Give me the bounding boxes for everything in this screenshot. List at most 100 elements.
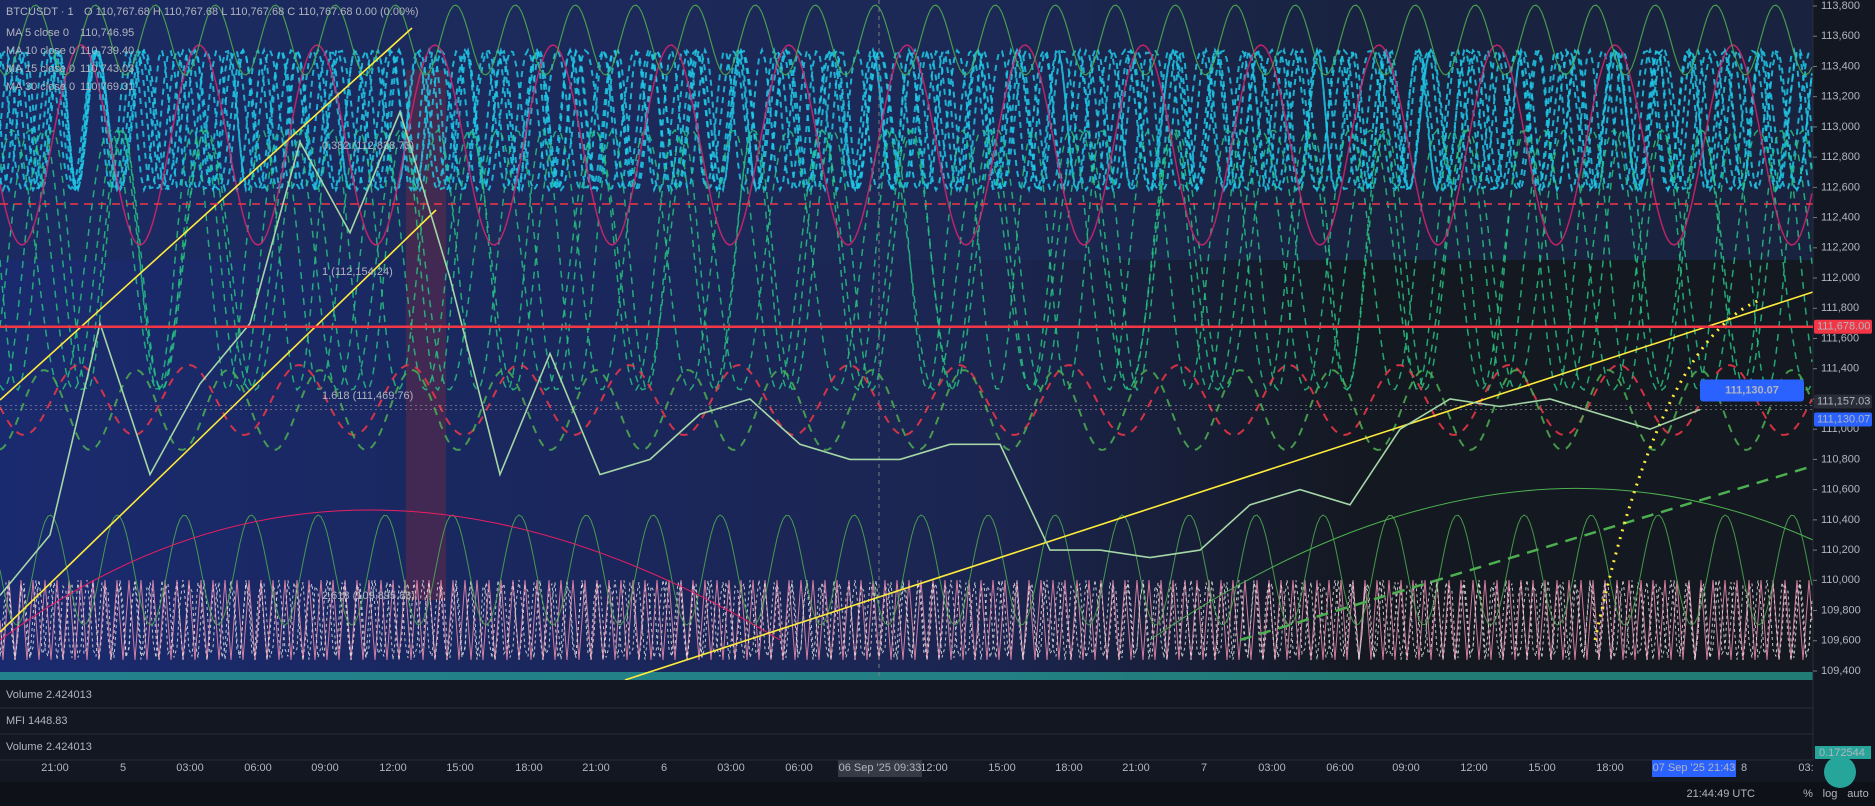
percent-toggle[interactable]: %: [1803, 788, 1813, 800]
volume-strip: [0, 672, 1813, 680]
channel-line: [0, 27, 413, 401]
time-tick-label: 18:00: [1596, 762, 1624, 774]
price-tick-label: 113,800: [1821, 0, 1860, 12]
time-tick-label: 06:00: [1326, 762, 1354, 774]
osc-bottom: [0, 579, 1813, 661]
price-tick-label: 109,600: [1821, 635, 1861, 647]
time-tick-label: 8: [1741, 762, 1747, 774]
fib-label: 1 (112,154.24): [322, 266, 393, 278]
clock: 21:44:49 UTC: [1687, 788, 1756, 800]
price-tick-label: 110,800: [1821, 453, 1860, 465]
fib-label: 1.618 (111,469.76): [322, 390, 413, 402]
arc: [0, 509, 781, 641]
osc-dash: [0, 128, 1813, 392]
pane-value: 48.83: [40, 715, 68, 727]
arc: [1149, 487, 1814, 641]
time-tick-label: 03:00: [176, 762, 204, 774]
log-toggle[interactable]: log: [1823, 788, 1838, 800]
osc-green: [0, 4, 1813, 76]
osc-green2: [0, 368, 1813, 452]
indicator-value: 110,769.31: [80, 81, 134, 93]
price-tick-label: 112,000: [1821, 272, 1860, 284]
last-time: 07 Sep '25 21:43: [1653, 762, 1736, 774]
pane-value: 2.424013: [46, 689, 92, 701]
price-tick-label: 111,600: [1821, 332, 1859, 344]
last-price-tag: [1700, 379, 1804, 402]
osc-magenta: [0, 44, 1813, 246]
time-tick-label: 09:00: [311, 762, 339, 774]
last-price-tag-label: 111,130.07: [1725, 384, 1779, 396]
time-tick-label: 18:00: [1055, 762, 1083, 774]
indicator-name: MA 5 close 0: [6, 27, 69, 39]
time-tick-label: 12:00: [920, 762, 948, 774]
time-tick-label: 06:00: [244, 762, 272, 774]
price-tick-label: 110,200: [1821, 544, 1860, 556]
price-badge-label: 111,130.07: [1817, 413, 1870, 425]
price-tick-label: 112,400: [1821, 211, 1860, 223]
time-tick-label: 06:00: [785, 762, 813, 774]
ohlc: O 110,767.68 H 110,767.68 L 110,767.68 C…: [84, 6, 419, 18]
indicator-name: MA 30 close 0: [6, 81, 75, 93]
channel-line: [0, 209, 437, 633]
time-tick-label: 03:00: [717, 762, 745, 774]
price-axis: [1813, 0, 1875, 760]
time-axis: [0, 760, 1875, 782]
price-tick-label: 110,400: [1821, 514, 1860, 526]
price-tick-label: 112,600: [1821, 181, 1860, 193]
price-badge-label: 111,157.03: [1817, 395, 1870, 407]
trend-line: [624, 291, 1814, 681]
legend: BTCUSDT · 1 O 110,767.68 H 110,767.68 L …: [6, 6, 419, 18]
osc-dash: [0, 48, 1813, 192]
symbol: BTCUSDT · 1: [6, 6, 74, 18]
indicator-name: MA 15 close 0: [6, 63, 75, 75]
price-tick-label: 113,000: [1821, 121, 1860, 133]
price-tick-label: 111,400: [1821, 363, 1859, 375]
time-tick-label: 6: [661, 762, 667, 774]
time-tick-label: 7: [1201, 762, 1207, 774]
price-badge-label: 111,678.00: [1817, 321, 1870, 333]
time-tick-label: 12:00: [1460, 762, 1488, 774]
auto-toggle[interactable]: auto: [1847, 788, 1868, 800]
osc-bottom: [0, 580, 1813, 660]
time-tick-label: 5: [120, 762, 126, 774]
indicator-value: 110,743.03: [80, 63, 134, 75]
decorations: [0, 0, 1814, 760]
fib-label: 2.618 (109,895.83): [322, 590, 415, 602]
time-tick-label: 15:00: [446, 762, 474, 774]
price-badge: [1814, 394, 1872, 409]
price-tick-label: 109,800: [1821, 604, 1861, 616]
pane-name: Volume: [6, 741, 43, 753]
indicator-name: MA 10 close 0: [6, 45, 75, 57]
price-tick-label: 110,600: [1821, 484, 1860, 496]
indicator-value: 110,739.40: [80, 45, 134, 57]
price-badge: [1814, 412, 1872, 427]
osc-dash: [0, 47, 1813, 193]
time-tick-label: 15:00: [988, 762, 1016, 774]
indicator-value: 110,746.95: [80, 27, 134, 39]
osc-dash: [0, 47, 1813, 193]
price-tick-label: 113,400: [1821, 60, 1860, 72]
pane-name: MFI 14: [6, 715, 40, 727]
support-button[interactable]: [1824, 756, 1856, 788]
price-tick-label: 112,800: [1821, 151, 1860, 163]
price-tick-label: 113,600: [1821, 30, 1860, 42]
pane-value: 2.424013: [46, 741, 92, 753]
crosshair-time-box: [838, 760, 922, 777]
volume-badge-label: 0.172544: [1819, 747, 1865, 759]
price-badge: [1814, 319, 1872, 334]
volume-badge: [1815, 746, 1871, 759]
time-tick-label: 21:00: [41, 762, 69, 774]
crosshair-time: 06 Sep '25 09:33: [839, 762, 922, 774]
time-tick-label: 03:00: [1258, 762, 1286, 774]
price-tick-label: 112,200: [1821, 242, 1860, 254]
price-tick-label: 110,000: [1821, 574, 1860, 586]
osc-dash: [0, 46, 1813, 193]
osc-bottom: [0, 579, 1813, 661]
time-tick-label: 15:00: [1528, 762, 1556, 774]
fib-label: 0.382 (112,838.73): [322, 140, 414, 152]
time-tick-label: 18:00: [515, 762, 543, 774]
time-tick-label: 03:: [1798, 762, 1813, 774]
time-tick-label: 09:00: [1392, 762, 1420, 774]
time-tick-label: 12:00: [379, 762, 407, 774]
